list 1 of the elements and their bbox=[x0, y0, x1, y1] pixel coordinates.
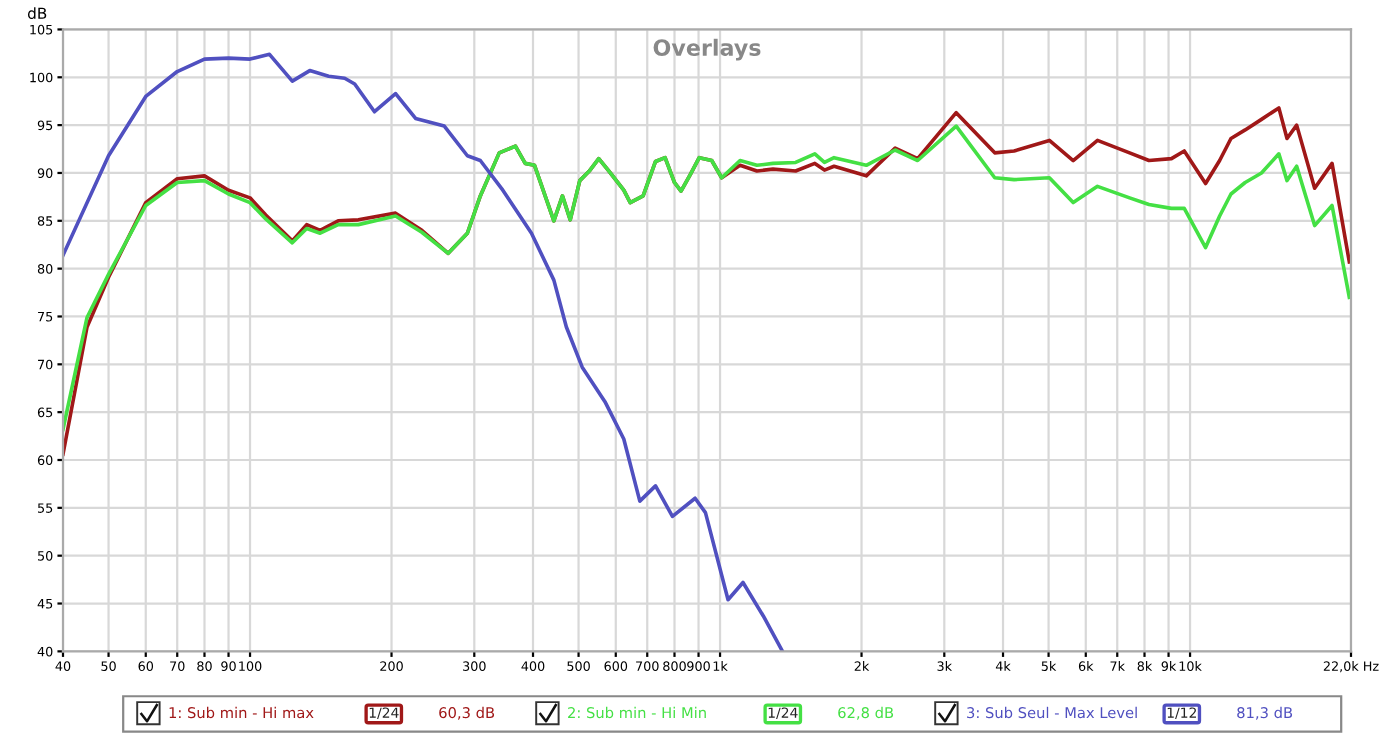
chart-title: Overlays bbox=[653, 38, 761, 61]
